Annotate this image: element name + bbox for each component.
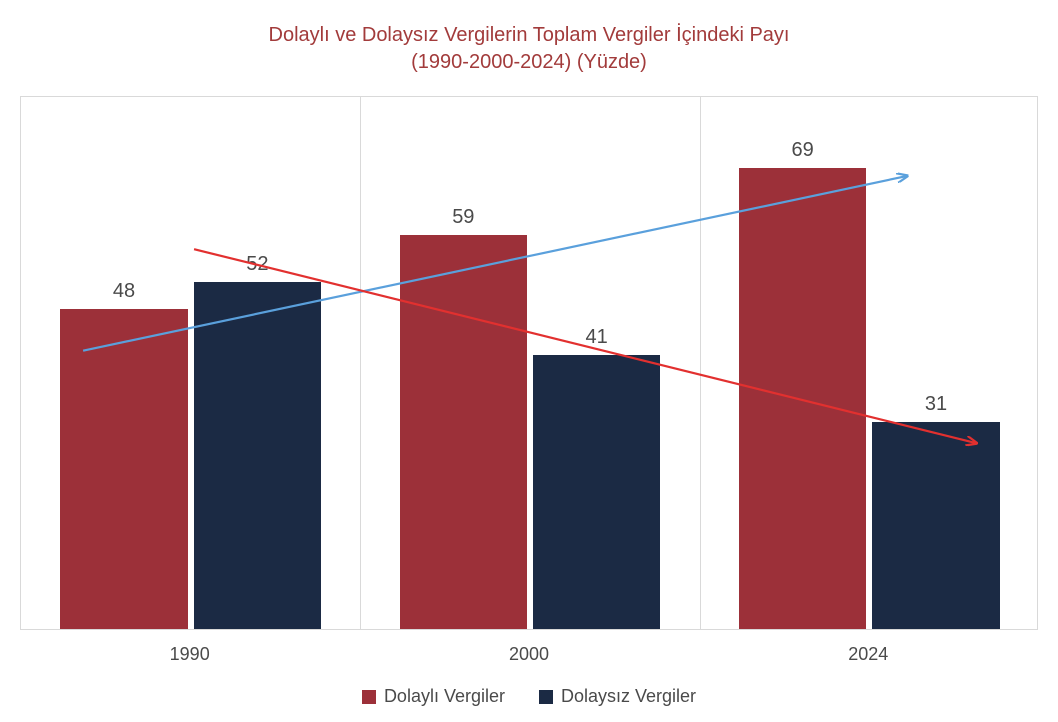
bar-direct (872, 422, 999, 629)
bar-value-label: 31 (925, 393, 947, 416)
bar-value-label: 41 (586, 326, 608, 349)
bar-direct (533, 355, 660, 629)
x-axis-label: 2000 (509, 644, 549, 665)
plot-area: 48 52 59 41 69 31 (20, 96, 1038, 630)
bar-indirect (60, 309, 187, 629)
bar-value-label: 59 (452, 206, 474, 229)
x-axis-label: 2024 (848, 644, 888, 665)
legend-label: Dolaysız Vergiler (561, 686, 696, 707)
bar-indirect (739, 168, 866, 629)
chart-title-line2: (1990-2000-2024) (Yüzde) (0, 49, 1058, 76)
chart-root: Dolaylı ve Dolaysız Vergilerin Toplam Ve… (0, 0, 1058, 722)
chart-title-line1: Dolaylı ve Dolaysız Vergilerin Toplam Ve… (0, 22, 1058, 49)
x-axis-label: 1990 (170, 644, 210, 665)
legend-item-indirect: Dolaylı Vergiler (362, 686, 505, 707)
bar-value-label: 52 (246, 253, 268, 276)
legend-swatch-icon (539, 690, 553, 704)
bar-value-label: 69 (791, 139, 813, 162)
legend-label: Dolaylı Vergiler (384, 686, 505, 707)
legend: Dolaylı Vergiler Dolaysız Vergiler (0, 686, 1058, 707)
bar-indirect (400, 235, 527, 629)
gridline-vertical (360, 97, 361, 629)
legend-swatch-icon (362, 690, 376, 704)
chart-title: Dolaylı ve Dolaysız Vergilerin Toplam Ve… (0, 0, 1058, 76)
legend-item-direct: Dolaysız Vergiler (539, 686, 696, 707)
gridline-vertical (700, 97, 701, 629)
bar-value-label: 48 (113, 280, 135, 303)
bar-direct (194, 282, 321, 629)
